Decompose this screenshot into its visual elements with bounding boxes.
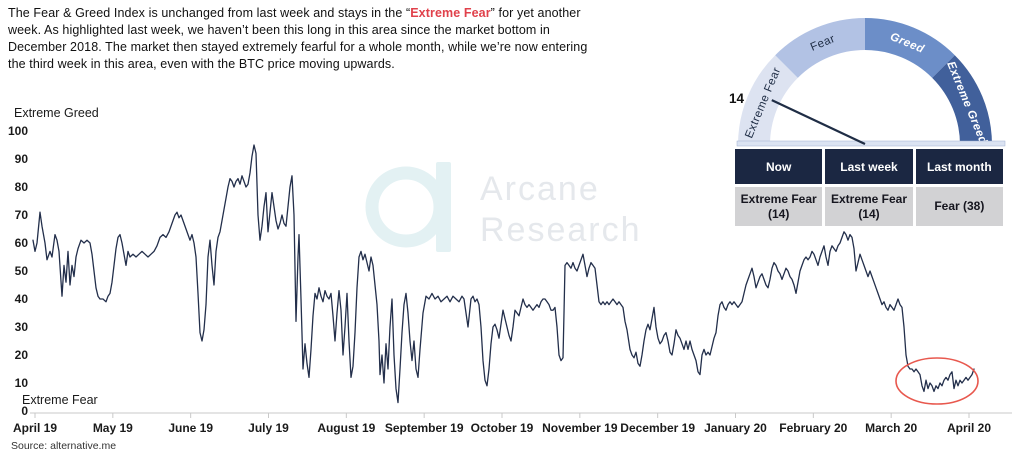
- y-axis: 0 10 20 30 40 50 60 70 80 90 100 Extreme Greed Extre…: [8, 106, 99, 418]
- gauge-needle: [771, 99, 866, 145]
- x-tick-label: October 19: [471, 421, 534, 435]
- y-tick-label: 70: [15, 208, 29, 222]
- x-tick-label: August 19: [317, 421, 375, 435]
- x-tick-label: April 20: [947, 421, 991, 435]
- watermark-line2: Research: [480, 211, 642, 249]
- table-header-cell: Now: [735, 149, 823, 184]
- y-tick-label: 10: [15, 376, 29, 390]
- x-tick-label: April 19: [13, 421, 57, 435]
- summary-table: Now Last week Last month Extreme Fear (14) E…: [735, 149, 1003, 226]
- gauge-segment-extreme-greed: [932, 55, 992, 146]
- y-tick-label: 20: [15, 348, 29, 362]
- y-tick-label: 100: [8, 124, 28, 138]
- y-label-extreme-greed: Extreme Greed: [14, 106, 99, 120]
- annotation-ellipse: [895, 357, 979, 405]
- watermark-line1: Arcane: [480, 170, 600, 208]
- y-tick-label: 80: [15, 180, 29, 194]
- gauge-value-label: 14: [729, 91, 745, 106]
- y-tick-label: 30: [15, 320, 29, 334]
- x-tick-label: September 19: [385, 421, 464, 435]
- x-tick-label: February 20: [779, 421, 847, 435]
- y-tick-label: 50: [15, 264, 29, 278]
- y-tick-label: 0: [21, 404, 28, 418]
- x-tick-label: July 19: [248, 421, 289, 435]
- gauge-segment-greed: [865, 18, 955, 78]
- table-value-cell: Extreme Fear (14): [735, 187, 823, 226]
- y-tick-label: 90: [15, 152, 29, 166]
- commentary-highlight: Extreme Fear: [410, 6, 491, 20]
- commentary-post: ” for yet another week. As highlighted l…: [8, 6, 588, 71]
- table-value-cell: Fear (38): [915, 187, 1003, 226]
- x-axis: April 19 May 19 June 19 July 19 August 19 Sep…: [13, 412, 1012, 435]
- gauge-segment-fear: [775, 18, 865, 78]
- source-caption: Source: alternative.me: [11, 440, 117, 452]
- commentary-paragraph: The Fear & Greed Index is unchanged from…: [8, 5, 588, 73]
- y-tick-label: 40: [15, 292, 29, 306]
- table-header-cell: Last month: [915, 149, 1003, 184]
- y-tick-label: 60: [15, 236, 29, 250]
- x-tick-label: December 19: [620, 421, 695, 435]
- gauge-segment-extreme-fear: [738, 55, 798, 146]
- x-tick-label: November 19: [542, 421, 618, 435]
- x-tick-label: May 19: [93, 421, 133, 435]
- x-tick-label: March 20: [865, 421, 917, 435]
- index-line: [32, 144, 975, 404]
- x-tick-label: June 19: [168, 421, 213, 435]
- table-value-cell: Extreme Fear (14): [825, 187, 913, 226]
- table-header-cell: Last week: [825, 149, 913, 184]
- x-tick-label: January 20: [704, 421, 767, 435]
- y-label-extreme-fear: Extreme Fear: [22, 393, 98, 407]
- arcane-logo-icon: [365, 166, 447, 248]
- arcane-logo-stem: [436, 162, 451, 252]
- commentary-pre: The Fear & Greed Index is unchanged from…: [8, 6, 411, 20]
- gauge-base-strip: [736, 140, 1006, 147]
